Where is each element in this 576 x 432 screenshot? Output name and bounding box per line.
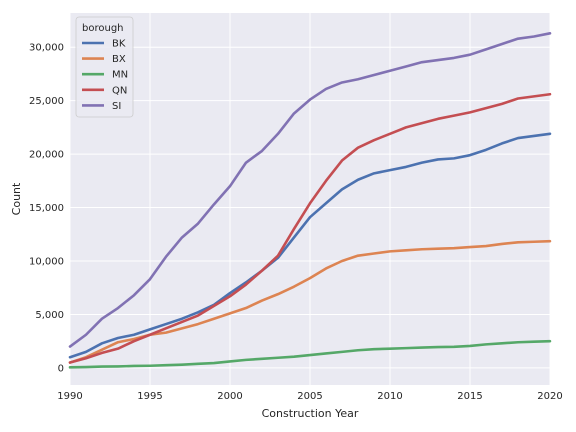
legend-label-mn: MN — [112, 70, 128, 81]
x-tick-label: 2010 — [377, 391, 402, 402]
y-tick-label: 10,000 — [29, 257, 64, 268]
grid-lines — [69, 13, 551, 385]
x-tick-label: 2000 — [217, 391, 242, 402]
legend: borough BK BX MN QN SI — [75, 16, 134, 118]
legend-label-qn: QN — [112, 85, 127, 96]
series-line-si — [68, 32, 552, 348]
series-line-qn — [68, 92, 552, 364]
x-tick-label: 2020 — [537, 391, 562, 402]
y-tick-label: 20,000 — [29, 150, 64, 161]
legend-label-si: SI — [112, 101, 121, 112]
series-line-bk — [68, 132, 552, 359]
y-tick-label: 25,000 — [29, 96, 64, 107]
legend-label-bk: BK — [112, 39, 126, 50]
series-line-mn — [68, 339, 552, 369]
legend-title: borough — [82, 23, 124, 34]
y-tick-label: 0 — [58, 363, 64, 374]
y-tick-label: 15,000 — [29, 203, 64, 214]
series-lines — [68, 32, 552, 369]
x-tick-label: 2015 — [457, 391, 482, 402]
x-tick-labels: 1990 1995 2000 2005 2010 2015 2020 — [57, 391, 562, 402]
x-tick-label: 1995 — [137, 391, 162, 402]
y-tick-label: 5,000 — [35, 310, 64, 321]
x-tick-label: 1990 — [57, 391, 82, 402]
y-axis-label: Count — [10, 182, 23, 215]
legend-label-bx: BX — [112, 54, 126, 65]
y-tick-labels: 0 5,000 10,000 15,000 20,000 25,000 30,000 — [29, 43, 64, 375]
x-tick-label: 2005 — [297, 391, 322, 402]
x-axis-label: Construction Year — [262, 407, 359, 420]
y-tick-label: 30,000 — [29, 43, 64, 54]
